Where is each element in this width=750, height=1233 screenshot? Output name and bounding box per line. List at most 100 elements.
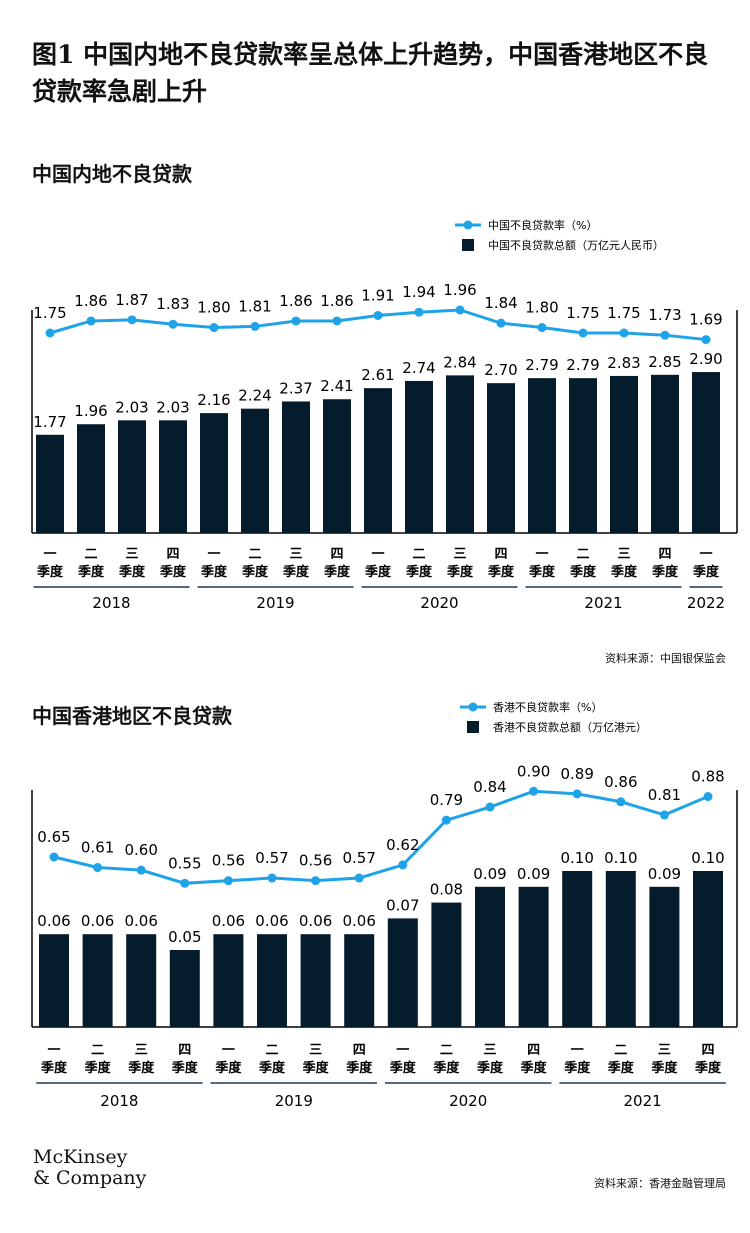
rate-label: 1.91 — [361, 286, 394, 304]
rate-point — [49, 852, 59, 862]
chart1-title: 中国内地不良贷款 — [32, 162, 192, 186]
rate-line — [53, 789, 709, 885]
quarter-label: 三 — [309, 1043, 322, 1058]
quarter-label: 二 — [614, 1043, 627, 1058]
bar-label: 0.06 — [299, 912, 332, 930]
bar-label: 0.09 — [517, 865, 550, 883]
bar — [364, 388, 392, 533]
rate-label: 0.84 — [473, 778, 506, 796]
rate-label: 0.81 — [648, 786, 681, 804]
quarter-label: 四 — [658, 547, 671, 562]
rate-label: 0.57 — [342, 849, 375, 867]
bar — [77, 424, 105, 533]
rate-label: 0.55 — [168, 854, 201, 872]
bar-label: 0.06 — [212, 912, 245, 930]
quarter-label: 季度 — [323, 564, 351, 580]
quarter-label: 季度 — [36, 564, 64, 580]
year-label: 2020 — [449, 1092, 487, 1110]
bar-label: 0.10 — [604, 849, 637, 867]
bar-label: 0.06 — [342, 912, 375, 930]
year-label: 2018 — [92, 594, 130, 612]
year-label: 2019 — [275, 1092, 313, 1110]
rate-point — [441, 815, 451, 825]
bar — [282, 401, 310, 533]
quarter-label: 季度 — [118, 564, 146, 580]
quarter-label: 季度 — [159, 564, 187, 580]
bar-label: 2.84 — [443, 353, 476, 371]
rate-label: 1.84 — [484, 294, 517, 312]
bar-label: 0.09 — [648, 865, 681, 883]
rate-label: 0.62 — [386, 836, 419, 854]
bar — [405, 380, 433, 533]
bar — [610, 375, 638, 533]
quarter-label: 三 — [453, 547, 466, 562]
rate-label: 0.90 — [517, 762, 550, 780]
rate-label: 1.80 — [197, 299, 230, 317]
quarter-label: 一 — [43, 547, 56, 562]
quarter-label: 一 — [47, 1043, 60, 1058]
rate-label: 1.86 — [320, 292, 353, 310]
quarter-label: 季度 — [77, 564, 105, 580]
quarter-label: 季度 — [364, 564, 392, 580]
rate-point — [537, 323, 547, 333]
legend-bar-swatch — [462, 239, 474, 251]
quarter-label: 一 — [222, 1043, 235, 1058]
bar — [475, 886, 505, 1027]
quarter-label: 季度 — [607, 1060, 635, 1076]
bar — [431, 902, 462, 1027]
bar — [693, 871, 723, 1027]
rate-label: 1.80 — [525, 299, 558, 317]
rate-label: 1.73 — [648, 306, 681, 324]
rate-label: 1.86 — [279, 292, 312, 310]
rate-label: 0.61 — [81, 839, 114, 857]
quarter-label: 季度 — [200, 564, 228, 580]
bar — [118, 420, 146, 533]
rate-point — [127, 315, 137, 325]
quarter-label: 四 — [494, 547, 507, 562]
bar-label: 2.41 — [320, 377, 353, 395]
quarter-label: 二 — [265, 1043, 278, 1058]
rate-point — [332, 316, 342, 326]
rate-label: 0.60 — [124, 841, 157, 859]
quarter-label: 二 — [91, 1043, 104, 1058]
quarter-label: 季度 — [487, 564, 515, 580]
bar-label: 2.24 — [238, 387, 271, 405]
bar-label: 0.06 — [81, 912, 114, 930]
rate-label: 1.94 — [402, 283, 435, 301]
source-mainland: 资料来源：中国银保监会 — [605, 652, 726, 665]
quarter-label: 季度 — [476, 1060, 504, 1076]
bar-label: 2.37 — [279, 379, 312, 397]
bar — [213, 934, 244, 1027]
bar-label: 0.06 — [255, 912, 288, 930]
quarter-label: 一 — [396, 1043, 409, 1058]
rate-point — [701, 335, 711, 345]
bar-label: 1.96 — [74, 402, 107, 420]
quarter-label: 三 — [483, 1043, 496, 1058]
bar — [528, 378, 556, 533]
bar-label: 0.10 — [560, 849, 593, 867]
bar — [39, 934, 69, 1027]
bar-label: 2.79 — [566, 356, 599, 374]
rate-label: 0.86 — [604, 773, 637, 791]
rate-label: 0.88 — [691, 768, 724, 786]
quarter-label: 季度 — [651, 564, 679, 580]
bar — [605, 871, 636, 1027]
bar-label: 0.07 — [386, 896, 419, 914]
quarter-label: 四 — [166, 547, 179, 562]
rate-label: 0.56 — [212, 852, 245, 870]
bar-label: 2.79 — [525, 356, 558, 374]
quarter-label: 四 — [353, 1043, 366, 1058]
quarter-label: 季度 — [171, 1060, 199, 1076]
bar-label: 1.77 — [33, 413, 66, 431]
quarter-label: 季度 — [389, 1060, 417, 1076]
quarter-label: 季度 — [302, 1060, 330, 1076]
rate-point — [616, 797, 626, 807]
source-hongkong: 资料来源：香港金融管理局 — [594, 1177, 726, 1190]
quarter-label: 二 — [440, 1043, 453, 1058]
bar — [36, 434, 64, 533]
rate-label: 1.75 — [607, 304, 640, 322]
bar — [651, 374, 679, 533]
bar — [518, 886, 549, 1027]
legend-line-label: 香港不良贷款率（%） — [493, 700, 602, 714]
rate-point — [291, 316, 301, 326]
